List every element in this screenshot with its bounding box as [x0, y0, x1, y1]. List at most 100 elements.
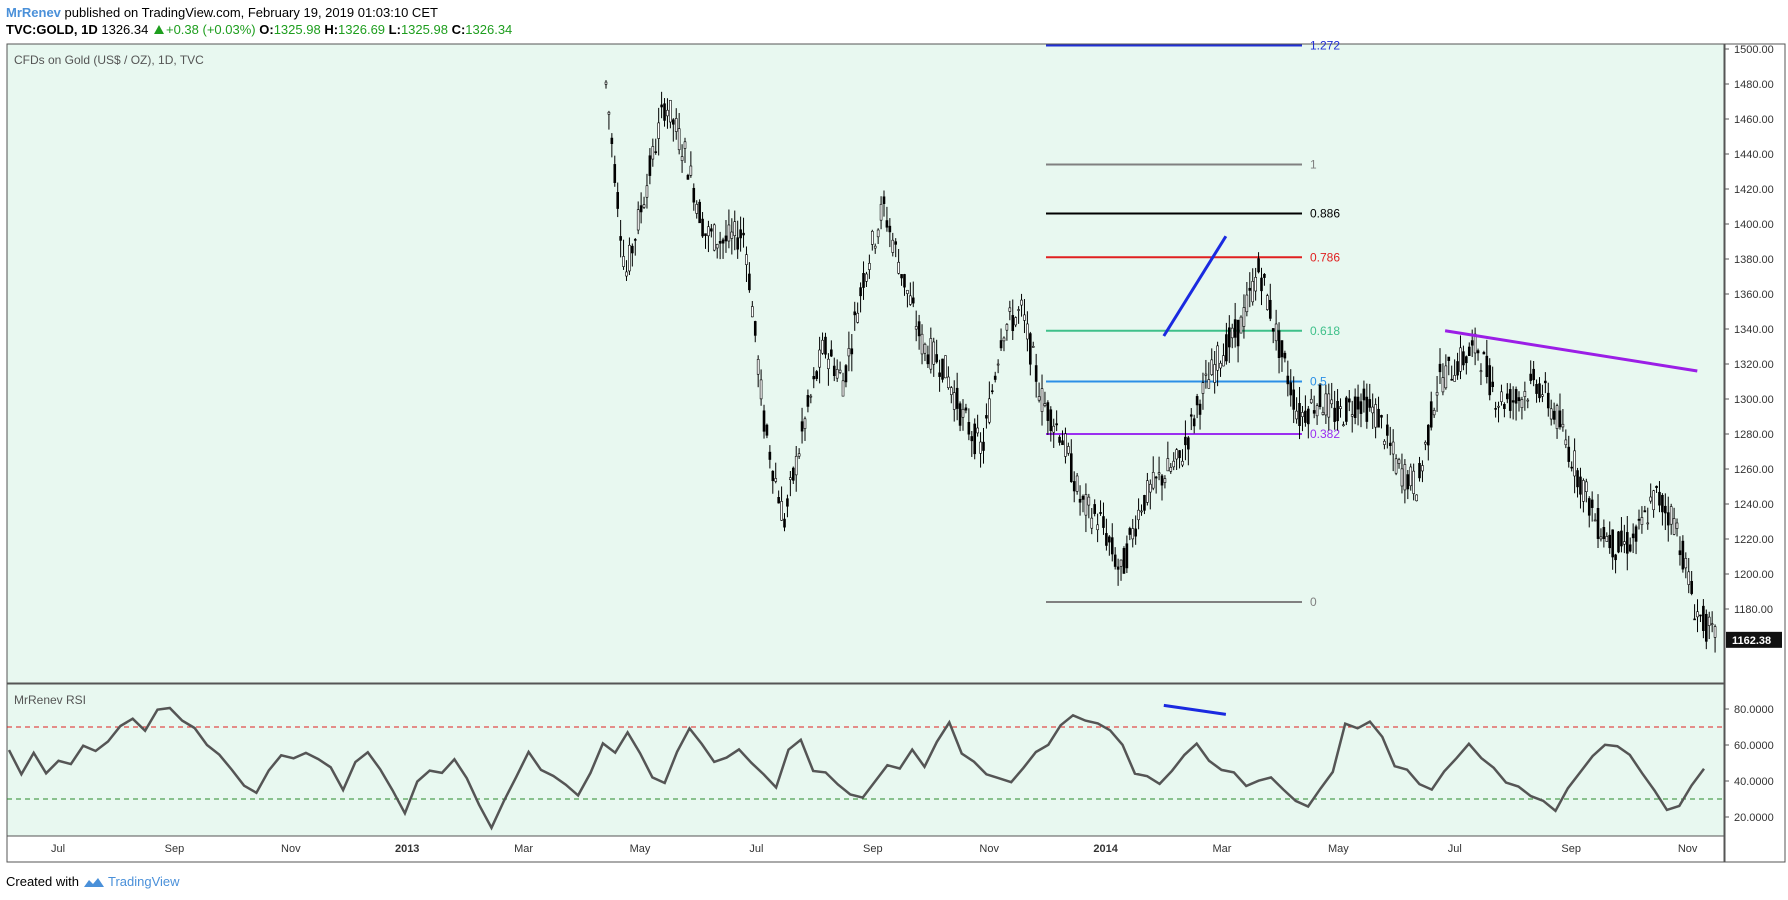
candle-body: [844, 365, 848, 383]
candle-body: [950, 387, 953, 395]
candle-body: [1546, 392, 1550, 409]
candle-body: [774, 478, 778, 482]
candle-body: [1514, 389, 1518, 404]
candle-body: [1640, 517, 1644, 525]
candle-body: [824, 336, 827, 355]
candle-body: [1146, 480, 1149, 503]
fib-level-label: 0: [1310, 595, 1317, 609]
candle-body: [1286, 375, 1290, 385]
fib-level-label: 0.886: [1310, 207, 1340, 221]
candle-body: [1151, 472, 1155, 489]
candle-body: [1008, 307, 1012, 312]
price-tick-label: 1200.00: [1734, 569, 1774, 581]
candle-body: [996, 363, 1000, 366]
candle-body: [1148, 483, 1152, 493]
price-tick-label: 1180.00: [1734, 604, 1773, 616]
candle-body: [1181, 460, 1184, 466]
candle-body: [1283, 352, 1287, 359]
time-tick-label: Mar: [514, 843, 533, 855]
last-price: 1326.34: [101, 22, 149, 37]
candle-body: [1684, 558, 1688, 569]
candle-body: [1055, 423, 1058, 426]
candle-body: [1391, 441, 1395, 455]
candle-body: [1532, 368, 1535, 381]
candle-body: [1552, 410, 1556, 420]
candle-body: [1406, 474, 1410, 490]
candle-body: [797, 453, 801, 457]
candle-body: [1096, 524, 1099, 531]
price-tick-label: 1300.00: [1734, 394, 1774, 406]
candle-body: [964, 407, 968, 411]
candle-body: [976, 427, 979, 434]
up-arrow-icon: [153, 25, 164, 34]
candle-body: [1023, 314, 1026, 321]
candle-body: [879, 203, 883, 221]
candle-body: [1699, 614, 1702, 617]
candle-body: [906, 289, 909, 294]
candle-body: [1263, 273, 1266, 278]
candle-body: [1336, 401, 1339, 422]
candle-body: [815, 371, 818, 379]
candle-body: [1506, 393, 1509, 400]
candle-body: [1462, 351, 1465, 366]
candle-body: [1625, 532, 1629, 554]
candle-body: [1444, 365, 1448, 389]
candle-body: [672, 119, 675, 125]
candle-body: [920, 333, 924, 355]
tradingview-link[interactable]: TradingView: [83, 874, 180, 889]
candle-body: [873, 245, 877, 249]
candle-body: [1318, 384, 1322, 407]
candle-body: [1675, 522, 1679, 529]
candle-body: [742, 232, 745, 236]
price-tick-label: 1220.00: [1734, 534, 1774, 546]
candle-body: [789, 477, 792, 480]
candle-body: [1230, 327, 1234, 339]
candle-body: [1251, 280, 1255, 303]
candle-body: [859, 287, 862, 297]
candle-body: [1084, 494, 1088, 516]
time-tick-label: May: [1328, 843, 1349, 855]
candle-body: [1078, 498, 1082, 503]
candle-body: [1128, 528, 1132, 535]
candle-body: [982, 441, 985, 451]
rsi-tick-label: 60.0000: [1734, 740, 1774, 752]
price-tick-label: 1340.00: [1734, 324, 1774, 336]
candle-body: [850, 348, 854, 355]
candle-body: [917, 321, 921, 337]
candle-body: [683, 141, 687, 149]
candle-body: [1163, 478, 1167, 483]
brand-name: TradingView: [107, 874, 180, 889]
created-with: Created with: [6, 874, 79, 889]
candle-body: [1175, 449, 1178, 460]
candle-body: [642, 204, 646, 208]
candle-body: [1239, 316, 1243, 334]
candle-body: [733, 221, 737, 236]
candle-body: [1655, 485, 1658, 488]
candle-body: [926, 354, 930, 365]
candle-body: [914, 326, 918, 330]
candle-body: [1696, 611, 1699, 618]
candle-body: [791, 467, 795, 481]
candle-body: [832, 365, 836, 376]
candle-body: [1271, 328, 1275, 332]
footer: Created with TradingView: [6, 874, 180, 889]
candle-body: [739, 229, 742, 239]
low-value: 1325.98: [400, 22, 448, 37]
candle-body: [765, 424, 769, 436]
candle-body: [1432, 410, 1436, 416]
time-tick-label: Sep: [165, 843, 185, 855]
time-tick-label: 2014: [1093, 843, 1118, 855]
candle-body: [1052, 425, 1056, 433]
candle-body: [1526, 399, 1530, 402]
candle-body: [830, 349, 833, 357]
candle-body: [897, 261, 900, 274]
candle-body: [1192, 418, 1196, 427]
candle-body: [1201, 382, 1205, 394]
candle-body: [707, 226, 710, 237]
candle-body: [712, 224, 716, 251]
candle-body: [1333, 407, 1336, 422]
candle-body: [1330, 399, 1334, 405]
candle-body: [1377, 408, 1380, 428]
author-name[interactable]: MrRenev: [6, 5, 61, 20]
